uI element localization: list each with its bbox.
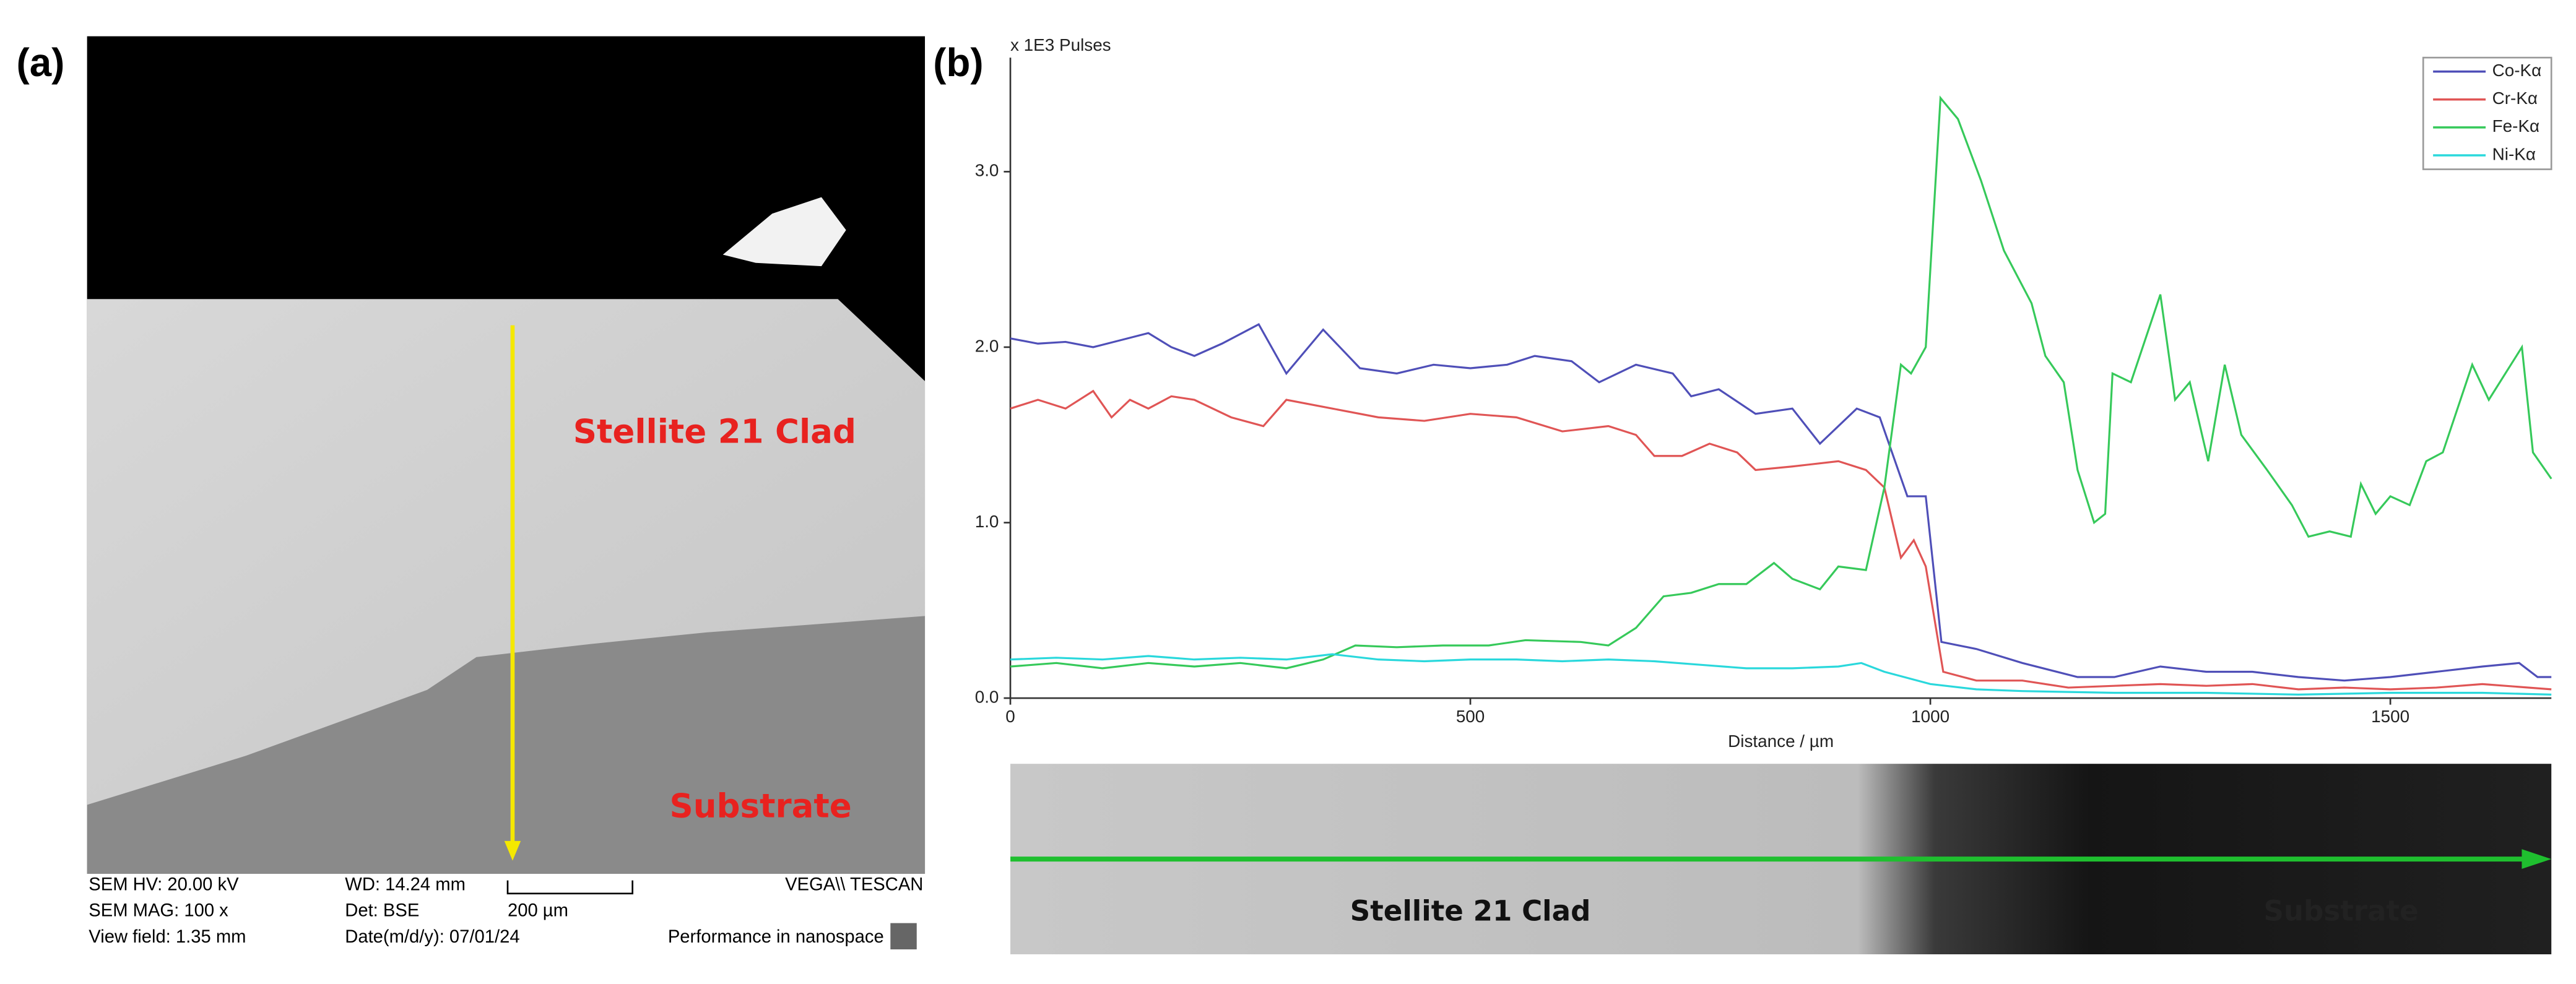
- series-line: [1010, 322, 2552, 682]
- panel-label: (b): [933, 41, 983, 85]
- region-label: Stellite 21 Clad: [573, 412, 856, 451]
- x-axis-label: Distance / µm: [1728, 732, 1834, 751]
- legend-label: Ni-Kα: [2492, 144, 2536, 163]
- sem-image: [87, 36, 926, 874]
- sem-info: View field: 1.35 mm: [89, 927, 246, 947]
- region-label: Substrate: [670, 787, 852, 825]
- y-tick-label: 2.0: [975, 336, 999, 355]
- sem-info: SEM MAG: 100 x: [89, 901, 228, 921]
- region-label: Substrate: [2263, 895, 2418, 928]
- sem-info: VEGA\\ TESCAN: [785, 874, 923, 894]
- arrow-head: [504, 840, 521, 861]
- x-tick-label: 500: [1456, 707, 1485, 726]
- sem-info: 200 µm: [508, 901, 568, 921]
- series-line: [1010, 653, 2552, 696]
- legend-box: [2422, 56, 2552, 170]
- sem-info: Date(m/d/y): 07/01/24: [345, 927, 519, 947]
- y-axis-label: x 1E3 Pulses: [1010, 35, 1111, 54]
- y-tick-label: 1.0: [975, 512, 999, 531]
- scale-bar: [506, 880, 634, 895]
- y-tick-label: 3.0: [975, 161, 999, 180]
- particle: [722, 197, 846, 267]
- x-tick-label: 1000: [1911, 707, 1949, 726]
- arrow-head: [2522, 849, 2552, 870]
- x-tick-label: 1500: [2371, 707, 2409, 726]
- series-line: [1010, 95, 2552, 670]
- series-line: [1010, 389, 2552, 691]
- y-tick-label: 0.0: [975, 687, 999, 706]
- sem-info: Performance in nanospace: [668, 927, 884, 947]
- legend-label: Cr-Kα: [2492, 88, 2538, 108]
- panel-label: (a): [17, 41, 65, 85]
- region-label: Stellite 21 Clad: [1350, 895, 1591, 928]
- sem-info: Det: BSE: [345, 901, 419, 921]
- x-tick-label: 0: [1005, 707, 1015, 726]
- sem-info: SEM HV: 20.00 kV: [89, 874, 239, 894]
- legend-label: Fe-Kα: [2492, 116, 2539, 136]
- sem-info: WD: 14.24 mm: [345, 874, 466, 894]
- substrate-region: [87, 616, 926, 874]
- legend-label: Co-Kα: [2492, 61, 2542, 80]
- logo: [890, 923, 917, 950]
